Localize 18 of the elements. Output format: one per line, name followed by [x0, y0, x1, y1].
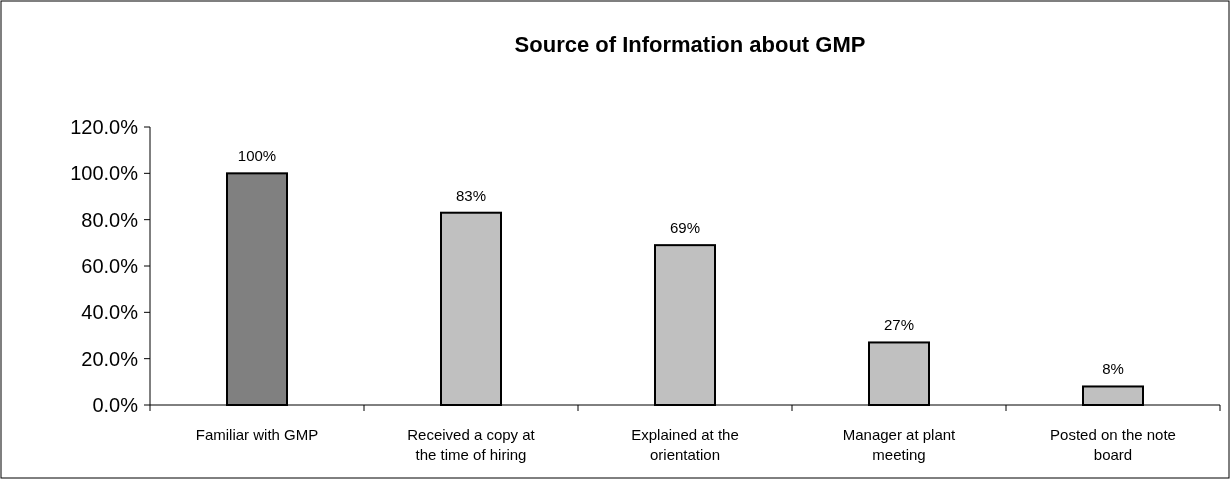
y-tick-label: 60.0% — [81, 255, 139, 277]
data-label: 27% — [883, 316, 915, 334]
y-tick-label: 0.0% — [92, 394, 139, 416]
x-tick-label: Familiar with GMP — [195, 426, 319, 443]
y-tick-label: 40.0% — [81, 301, 139, 324]
data-label: 69% — [669, 219, 701, 237]
data-label: 100% — [237, 147, 277, 165]
data-label: 83% — [455, 186, 487, 204]
y-tick-label: 120.0% — [70, 116, 139, 138]
x-tick-label: Explained at the orientation — [631, 426, 739, 463]
chart-title: Source of Information about GMP — [514, 32, 866, 57]
x-tick-label: Posted on the note board — [1050, 426, 1176, 463]
x-tick-label: Received a copy at the time of hiring — [407, 426, 536, 463]
data-label: 8% — [1102, 360, 1124, 378]
y-tick-label: 100.0% — [70, 162, 139, 185]
x-tick-label: Manager at plant meeting — [842, 426, 957, 463]
y-tick-label: 80.0% — [81, 208, 139, 231]
y-tick-label: 20.0% — [81, 347, 139, 370]
